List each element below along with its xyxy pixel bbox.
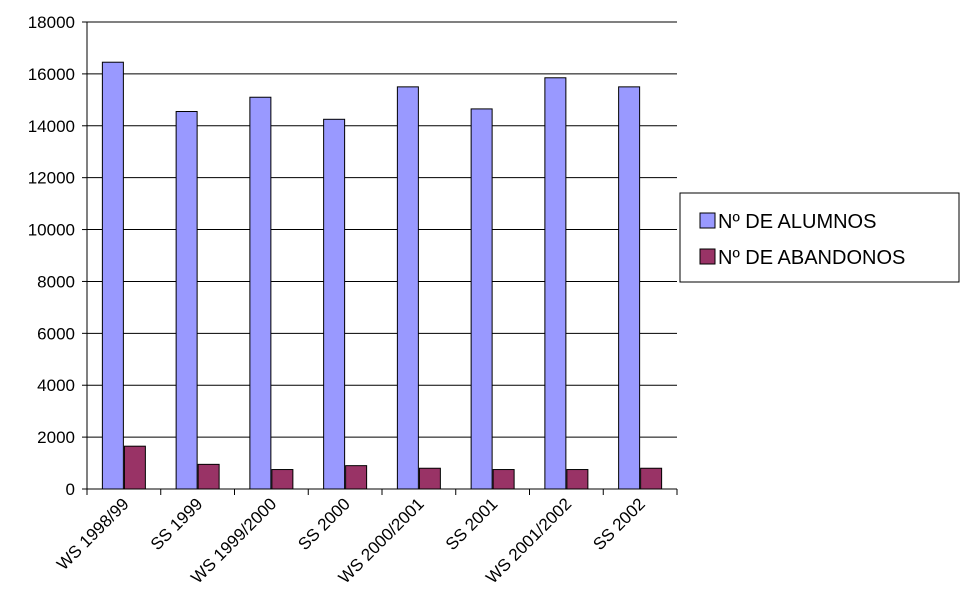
bar-abandonos-6	[566, 469, 589, 490]
legend-swatch-1	[699, 248, 716, 265]
legend: Nº DE ALUMNOS Nº DE ABANDONOS	[679, 192, 960, 283]
bar-abandonos-7	[640, 467, 663, 490]
bar-alumnos-6	[544, 77, 567, 490]
bar-abandonos-4	[418, 467, 441, 490]
x-tick-label-5: SS 2001	[442, 494, 502, 554]
legend-label-0: Nº DE ALUMNOS	[718, 211, 876, 233]
x-tick-label-3: SS 2000	[294, 494, 354, 554]
bar-alumnos-2	[249, 96, 272, 490]
bar-alumnos-1	[175, 111, 198, 490]
y-tick-label-12000: 12000	[28, 169, 75, 188]
bar-abandonos-5	[492, 469, 515, 490]
bar-alumnos-0	[101, 61, 124, 490]
bar-alumnos-7	[618, 86, 641, 490]
legend-box	[679, 192, 960, 283]
x-tick-label-7: SS 2002	[589, 494, 649, 554]
y-tick-label-0: 0	[66, 480, 75, 499]
bar-alumnos-3	[323, 118, 346, 490]
y-tick-label-2000: 2000	[37, 428, 75, 447]
legend-label-1: Nº DE ABANDONOS	[718, 247, 905, 269]
y-tick-label-10000: 10000	[28, 221, 75, 240]
y-tick-label-14000: 14000	[28, 117, 75, 136]
bar-abandonos-3	[345, 465, 368, 490]
bar-abandonos-1	[197, 463, 220, 490]
x-tick-label-0: WS 1998/99	[53, 494, 133, 574]
x-tick-label-1: SS 1999	[147, 494, 207, 554]
y-tick-label-6000: 6000	[37, 324, 75, 343]
bars	[101, 61, 663, 490]
y-tick-labels: 0 2000 4000 6000 8000 10000 12000 14000 16000 180…	[28, 13, 75, 499]
gridlines	[87, 21, 677, 438]
axes	[82, 21, 678, 495]
y-tick-label-18000: 18000	[28, 13, 75, 32]
y-tick-label-4000: 4000	[37, 376, 75, 395]
y-tick-label-8000: 8000	[37, 272, 75, 291]
y-tick-label-16000: 16000	[28, 65, 75, 84]
bar-abandonos-0	[123, 445, 146, 490]
bar-abandonos-2	[271, 469, 294, 490]
legend-swatch-0	[699, 212, 716, 229]
bar-alumnos-4	[396, 86, 419, 490]
bar-alumnos-5	[470, 108, 493, 490]
